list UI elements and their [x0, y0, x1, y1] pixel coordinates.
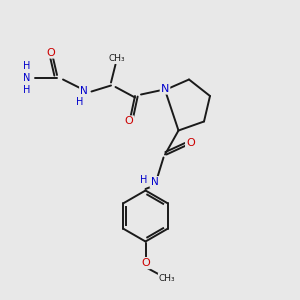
Text: O: O	[141, 258, 150, 268]
Text: O: O	[124, 116, 134, 127]
Text: H: H	[23, 85, 31, 95]
Text: CH₃: CH₃	[159, 274, 176, 283]
Text: CH₃: CH₃	[109, 54, 125, 63]
Text: H: H	[23, 61, 31, 71]
Text: N: N	[151, 177, 158, 187]
Text: H: H	[140, 175, 148, 185]
Text: N: N	[23, 73, 31, 83]
Text: H: H	[76, 97, 83, 107]
Text: N: N	[80, 86, 88, 97]
Text: N: N	[161, 83, 169, 94]
Text: O: O	[186, 138, 195, 148]
Text: O: O	[46, 47, 56, 58]
